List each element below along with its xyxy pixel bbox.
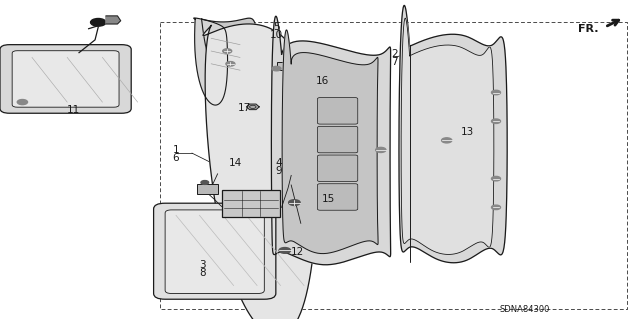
Polygon shape — [282, 30, 378, 254]
Text: 10: 10 — [270, 30, 283, 40]
Text: 1: 1 — [173, 145, 179, 155]
Text: 15: 15 — [322, 194, 335, 204]
FancyBboxPatch shape — [222, 190, 280, 217]
Polygon shape — [399, 5, 507, 263]
Text: SDNA84300: SDNA84300 — [500, 305, 550, 314]
Text: 12: 12 — [291, 247, 304, 257]
Text: 13: 13 — [461, 127, 474, 137]
Polygon shape — [106, 16, 120, 24]
Circle shape — [279, 248, 291, 253]
Text: FR.: FR. — [578, 24, 598, 34]
Text: 6: 6 — [173, 153, 179, 163]
Text: 17: 17 — [238, 103, 251, 114]
Text: 16: 16 — [316, 76, 329, 86]
Text: 3: 3 — [200, 260, 206, 270]
FancyBboxPatch shape — [197, 184, 218, 194]
Text: 8: 8 — [200, 268, 206, 278]
Circle shape — [376, 147, 386, 152]
Circle shape — [492, 176, 500, 181]
FancyBboxPatch shape — [165, 210, 264, 293]
Circle shape — [492, 205, 500, 210]
Text: 5: 5 — [273, 22, 280, 32]
FancyBboxPatch shape — [154, 203, 276, 299]
Text: 14: 14 — [229, 158, 242, 168]
Circle shape — [492, 119, 500, 123]
Polygon shape — [271, 16, 390, 265]
FancyBboxPatch shape — [12, 51, 119, 107]
FancyBboxPatch shape — [0, 45, 131, 113]
Polygon shape — [203, 24, 317, 319]
Circle shape — [289, 200, 300, 205]
FancyBboxPatch shape — [277, 62, 298, 70]
Text: 4: 4 — [275, 158, 282, 168]
Polygon shape — [401, 18, 494, 255]
Circle shape — [272, 66, 281, 71]
Circle shape — [492, 90, 500, 95]
Text: 11: 11 — [67, 105, 80, 115]
Polygon shape — [194, 18, 228, 105]
Circle shape — [201, 181, 209, 184]
Circle shape — [17, 100, 28, 105]
Circle shape — [226, 62, 235, 66]
Text: 9: 9 — [275, 166, 282, 176]
FancyBboxPatch shape — [317, 98, 358, 124]
FancyBboxPatch shape — [317, 126, 358, 153]
Polygon shape — [246, 104, 259, 110]
FancyBboxPatch shape — [317, 184, 358, 210]
Circle shape — [91, 19, 106, 26]
Circle shape — [223, 49, 232, 53]
Polygon shape — [202, 18, 257, 99]
Text: 7: 7 — [392, 57, 398, 67]
Text: 2: 2 — [392, 49, 398, 59]
Circle shape — [442, 138, 452, 143]
FancyBboxPatch shape — [317, 155, 358, 182]
